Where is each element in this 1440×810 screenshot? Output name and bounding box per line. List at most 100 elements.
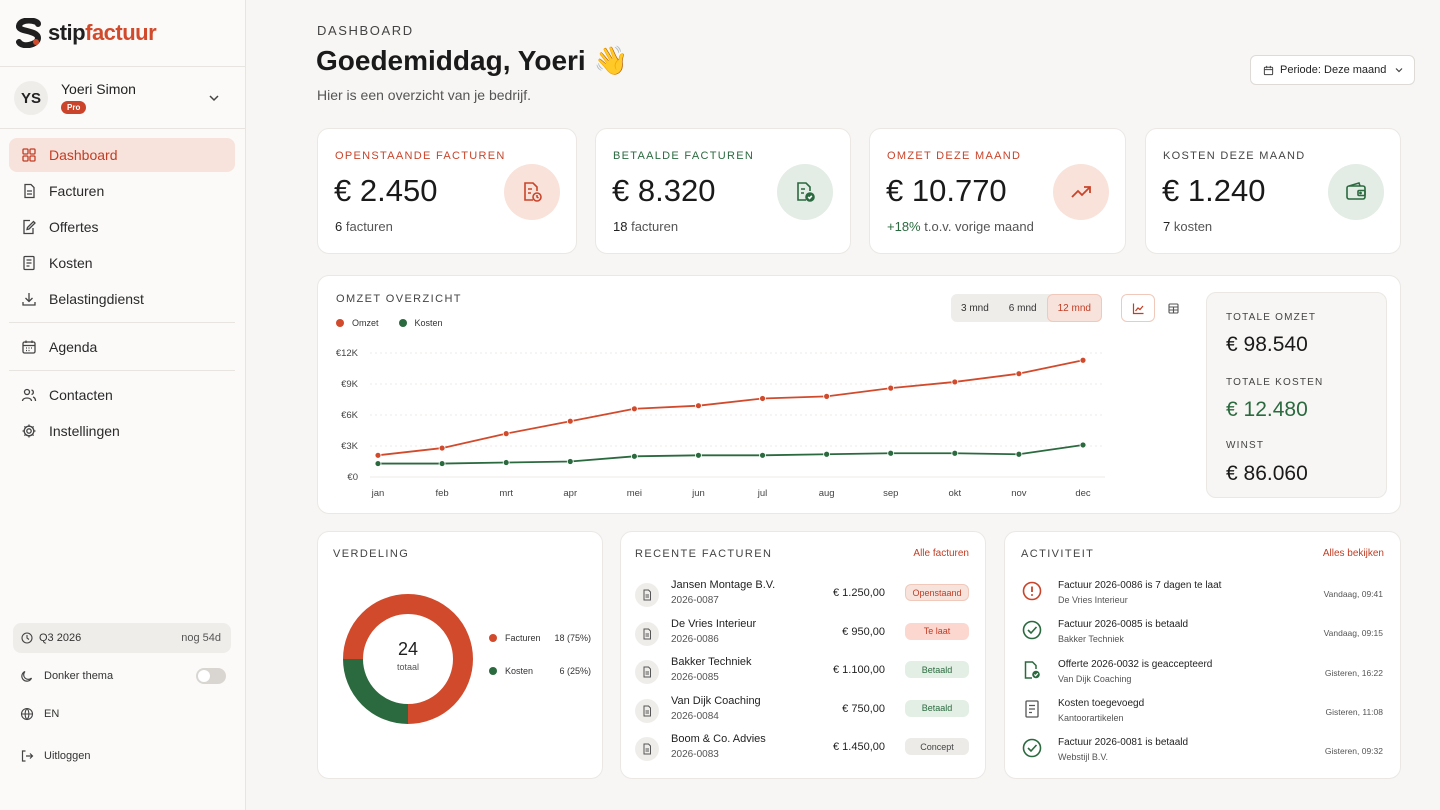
activity-time: Gisteren, 16:22 bbox=[1324, 667, 1383, 678]
data-point-omzet bbox=[951, 378, 959, 386]
logout-button[interactable]: Uitloggen bbox=[20, 749, 226, 763]
x-tick-label: okt bbox=[948, 488, 961, 499]
x-tick-label: dec bbox=[1075, 488, 1091, 499]
data-point-omzet bbox=[374, 451, 382, 459]
legend-label: Kosten bbox=[414, 318, 443, 328]
language-switch[interactable]: EN bbox=[20, 707, 226, 721]
logout-label: Uitloggen bbox=[44, 750, 91, 762]
total-costs-value: € 12.480 bbox=[1226, 398, 1308, 421]
total-revenue-value: € 98.540 bbox=[1226, 333, 1308, 356]
range-12m[interactable]: 12 mnd bbox=[1046, 294, 1102, 322]
logo[interactable]: stipfactuur bbox=[16, 18, 157, 48]
series-line-kosten bbox=[378, 444, 1084, 465]
totals-panel: TOTALE OMZET € 98.540 TOTALE KOSTEN € 12… bbox=[1206, 292, 1387, 498]
activity-item[interactable]: Factuur 2026-0081 is betaald Webstijl B.V… bbox=[1021, 737, 1383, 773]
activity-title: Factuur 2026-0086 is 7 dagen te laat bbox=[1058, 580, 1222, 591]
chevron-down-icon[interactable] bbox=[208, 92, 220, 104]
revenue-overview-card: OMZET OVERZICHT Omzet Kosten 3 mnd 6 mnd… bbox=[317, 275, 1401, 514]
activity-subtitle: Van Dijk Coaching bbox=[1058, 673, 1132, 684]
kpi-sub: 7 kosten bbox=[1163, 219, 1213, 234]
nav-item-offertes[interactable]: Offertes bbox=[9, 210, 235, 244]
invoice-row[interactable]: Van Dijk Coaching 2026-0084 € 750,00 Betaal… bbox=[635, 695, 971, 731]
divider bbox=[0, 66, 246, 67]
nav-label: Instellingen bbox=[49, 423, 120, 439]
dark-theme-row: Donker thema bbox=[20, 668, 226, 684]
nav-item-agenda[interactable]: Agenda bbox=[9, 330, 235, 364]
table-icon bbox=[1167, 302, 1179, 314]
invoice-row[interactable]: Bakker Techniek 2026-0085 € 1.100,00 Betaal… bbox=[635, 656, 971, 692]
nav-label: Facturen bbox=[49, 183, 105, 199]
kpi-card-paid-invoices[interactable]: BETAALDE FACTUREN € 8.320 18 facturen bbox=[595, 128, 851, 254]
activity-item[interactable]: Factuur 2026-0086 is 7 dagen te laat De V… bbox=[1021, 580, 1383, 616]
range-6m[interactable]: 6 mnd bbox=[1008, 302, 1037, 314]
dark-theme-toggle[interactable] bbox=[196, 668, 226, 684]
distribution-card: VERDELING 24 totaal Facturen 18 (75%) Kos… bbox=[317, 531, 603, 779]
donut-total-label: totaal bbox=[396, 662, 420, 672]
table-view-button[interactable] bbox=[1156, 294, 1190, 322]
nav-item-kosten[interactable]: Kosten bbox=[9, 246, 235, 280]
kpi-card-open-invoices[interactable]: OPENSTAANDE FACTUREN € 2.450 6 facturen bbox=[317, 128, 577, 254]
logout-icon bbox=[21, 750, 34, 762]
nav-label: Dashboard bbox=[49, 147, 118, 163]
data-point-kosten bbox=[566, 458, 574, 465]
nav-item-instellingen[interactable]: Instellingen bbox=[9, 414, 235, 448]
quarter-label: Q3 2026 bbox=[39, 632, 82, 644]
kpi-card-revenue[interactable]: OMZET DEZE MAAND € 10.770 +18% t.o.v. vo… bbox=[869, 128, 1126, 254]
total-revenue-label: TOTALE OMZET bbox=[1226, 312, 1317, 323]
user-menu[interactable]: YS Yoeri Simon Pro bbox=[14, 80, 232, 116]
status-badge: Te laat bbox=[905, 622, 969, 640]
receipt-icon bbox=[1025, 700, 1039, 718]
data-point-kosten bbox=[759, 451, 766, 459]
data-point-omzet bbox=[823, 393, 831, 400]
view-all-activity-link[interactable]: Alles bekijken bbox=[1322, 548, 1384, 559]
invoice-number: 2026-0087 bbox=[671, 595, 719, 606]
nav-item-belastingdienst[interactable]: Belastingdienst bbox=[9, 282, 235, 316]
data-point-omzet bbox=[438, 444, 446, 452]
period-select[interactable]: Periode: Deze maand bbox=[1250, 55, 1415, 85]
activity-subtitle: De Vries Interieur bbox=[1058, 595, 1128, 605]
quarter-indicator: Q3 2026 nog 54d bbox=[13, 623, 231, 653]
invoice-row[interactable]: De Vries Interieur 2026-0086 € 950,00 Te la… bbox=[635, 618, 971, 654]
activity-item[interactable]: Offerte 2026-0032 is geaccepteerd Van Dij… bbox=[1021, 659, 1383, 695]
kpi-value: € 1.240 bbox=[1162, 173, 1266, 208]
doc-check-icon bbox=[1024, 660, 1040, 679]
nav-label: Belastingdienst bbox=[49, 291, 144, 307]
kpi-card-costs[interactable]: KOSTEN DEZE MAAND € 1.240 7 kosten bbox=[1145, 128, 1401, 254]
data-point-omzet bbox=[1015, 370, 1023, 378]
page-subtitle: Hier is een overzicht van je bedrijf. bbox=[317, 87, 531, 103]
all-invoices-link[interactable]: Alle facturen bbox=[913, 548, 969, 559]
activity-subtitle: Kantoorartikelen bbox=[1058, 712, 1124, 723]
alert-icon bbox=[1022, 581, 1042, 601]
data-point-kosten bbox=[438, 460, 446, 467]
invoice-amount: € 1.450,00 bbox=[833, 741, 885, 753]
nav-item-dashboard[interactable]: Dashboard bbox=[9, 138, 235, 172]
revenue-line-chart: €0 €3K €6K €9K €12K jan feb mrt apr mei jun jul aug s… bbox=[336, 348, 1105, 499]
chart-legend: Omzet Kosten bbox=[336, 318, 443, 328]
receipt-icon bbox=[23, 255, 35, 271]
download-icon bbox=[22, 293, 36, 306]
calendar-icon bbox=[1263, 65, 1274, 75]
range-3m[interactable]: 3 mnd bbox=[961, 302, 989, 314]
data-point-omzet bbox=[1079, 356, 1087, 364]
nav-item-contacten[interactable]: Contacten bbox=[9, 378, 235, 412]
invoice-row[interactable]: Boom & Co. Advies 2026-0083 € 1.450,00 Conc… bbox=[635, 733, 971, 769]
nav-item-facturen[interactable]: Facturen bbox=[9, 174, 235, 208]
data-point-omzet bbox=[887, 384, 895, 392]
divider bbox=[9, 370, 235, 371]
activity-card: ACTIVITEIT Alles bekijken Factuur 2026-0… bbox=[1004, 531, 1401, 779]
distribution-donut bbox=[343, 594, 473, 724]
line-view-button[interactable] bbox=[1121, 294, 1155, 322]
chevron-down-icon bbox=[1395, 68, 1403, 73]
profit-value: € 86.060 bbox=[1226, 462, 1308, 485]
line-chart-icon bbox=[1132, 303, 1143, 314]
data-point-omzet bbox=[695, 402, 702, 410]
section-title: ACTIVITEIT bbox=[1021, 548, 1095, 560]
activity-item[interactable]: Factuur 2026-0085 is betaald Bakker Techn… bbox=[1021, 619, 1383, 655]
dark-theme-label: Donker thema bbox=[44, 670, 114, 682]
sidebar: stipfactuur YS Yoeri Simon Pro Dashboard… bbox=[0, 0, 246, 810]
legend-label: Kosten bbox=[505, 666, 534, 676]
x-tick-label: aug bbox=[819, 488, 835, 499]
y-tick-label: €3K bbox=[341, 441, 359, 452]
activity-item[interactable]: Kosten toegevoegd Kantoorartikelen Gistere… bbox=[1021, 698, 1383, 734]
invoice-row[interactable]: Jansen Montage B.V. 2026-0087 € 1.250,00 Op… bbox=[635, 579, 971, 615]
